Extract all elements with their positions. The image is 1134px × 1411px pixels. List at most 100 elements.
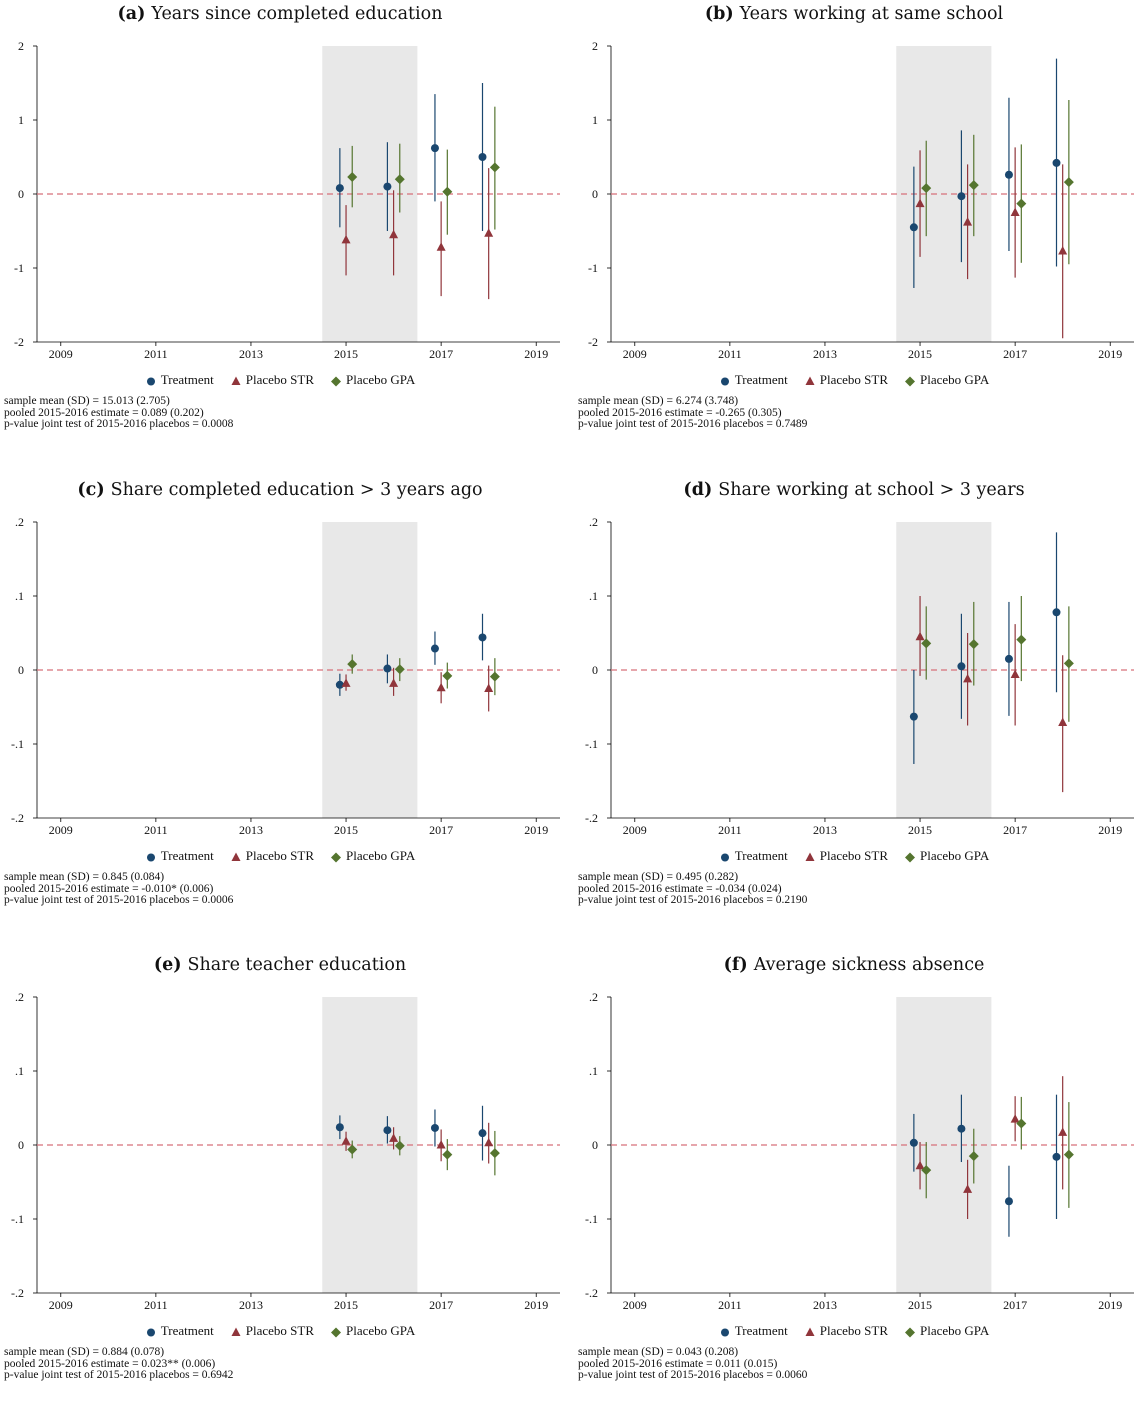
point-estimate [478, 633, 487, 642]
y-tick-label: .1 [15, 589, 24, 603]
legend-marker-icon [805, 852, 815, 862]
x-tick-label: 2017 [1003, 1298, 1027, 1312]
legend: Treatment Placebo STR Placebo GPA [0, 848, 560, 864]
summary-statistic-line: p-value joint test of 2015-2016 placebos… [4, 418, 234, 430]
legend-marker-shape [805, 852, 815, 862]
point-estimate [1063, 658, 1074, 669]
x-tick-label: 2017 [429, 1298, 453, 1312]
legend-marker-shape [331, 852, 341, 863]
x-tick-label: 2015 [908, 1298, 932, 1312]
y-tick-label: .2 [15, 990, 24, 1004]
x-tick-label: 2013 [239, 347, 263, 361]
point-estimate [1016, 198, 1027, 209]
y-tick-label: -1 [14, 261, 24, 275]
x-tick-label: 2009 [623, 347, 647, 361]
point-estimate [1004, 1197, 1013, 1206]
legend-marker-shape [720, 853, 729, 862]
legend-label: Placebo STR [245, 848, 314, 863]
point-estimate [389, 229, 399, 239]
legend-marker-icon [905, 376, 915, 387]
plot-area: -.2 -.1 0 .1 .2 2009 2011 2013 2015 2017 2019 [11, 990, 560, 1312]
legend-marker-shape [805, 1327, 815, 1337]
legend-marker-shape [231, 1327, 241, 1337]
y-tick-label: -.1 [11, 737, 24, 751]
y-tick-label: 2 [18, 39, 24, 53]
summary-statistics: sample mean (SD) = 0.495 (0.282) pooled 2… [578, 871, 807, 907]
y-tick-label: .2 [15, 515, 24, 529]
legend-item: Placebo STR [230, 1323, 314, 1339]
y-tick-label: 0 [18, 1138, 24, 1152]
point-estimate [1052, 608, 1061, 617]
x-tick-label: 2011 [144, 1298, 168, 1312]
legend-label: Treatment [160, 848, 214, 863]
point-estimate [489, 1148, 500, 1159]
summary-statistics: sample mean (SD) = 0.884 (0.078) pooled 2… [4, 1346, 234, 1382]
legend-item: Placebo STR [804, 848, 888, 864]
y-tick-label: -.1 [585, 737, 598, 751]
x-tick-label: 2015 [334, 823, 358, 837]
legend-marker-shape [720, 1328, 729, 1337]
legend-marker-shape [905, 1327, 915, 1338]
point-estimate [1004, 654, 1013, 663]
panel-label: (a) [117, 4, 146, 24]
point-estimate [915, 631, 925, 641]
panel-title-text: Years working at same school [739, 4, 1004, 24]
y-tick-label: -.2 [11, 1286, 24, 1300]
plot-area: -.2 -.1 0 .1 .2 2009 2011 2013 2015 2017 2019 [585, 515, 1134, 837]
point-estimate [1016, 634, 1027, 645]
summary-statistic-line: pooled 2015-2016 estimate = -0.034 (0.02… [578, 882, 782, 895]
legend-marker-icon [905, 852, 915, 863]
summary-statistics: sample mean (SD) = 0.845 (0.084) pooled 2… [4, 871, 234, 907]
plot-area: -2 -1 0 1 2 2009 2011 2013 2015 2017 2019 [14, 39, 560, 361]
legend-marker-icon [331, 376, 341, 387]
legend-marker-icon [231, 852, 241, 862]
legend-label: Placebo STR [819, 372, 888, 387]
panel-label: (f) [723, 955, 748, 975]
legend-marker-icon [720, 853, 729, 862]
y-tick-label: .2 [589, 515, 598, 529]
point-estimate [341, 234, 351, 244]
chart-panel: (a) Years since completed education -2 -1 0 1… [0, 0, 560, 460]
point-estimate [335, 1123, 344, 1132]
summary-statistic-line: p-value joint test of 2015-2016 placebos… [4, 1369, 234, 1381]
x-tick-label: 2013 [813, 1298, 837, 1312]
legend-item: Placebo STR [804, 372, 888, 388]
summary-statistic-line: p-value joint test of 2015-2016 placebos… [4, 894, 234, 906]
y-tick-label: 1 [592, 113, 598, 127]
panel-title-text: Years since completed education [151, 4, 443, 24]
chart-panel: (f) Average sickness absence -.2 -.1 0 .1 .2 20… [574, 951, 1134, 1411]
point-estimate [968, 180, 979, 191]
panel-title: (b) Years working at same school [574, 4, 1134, 24]
x-tick-label: 2009 [623, 1298, 647, 1312]
legend-marker-icon [231, 376, 241, 386]
summary-statistic-line: pooled 2015-2016 estimate = 0.011 (0.015… [578, 1357, 778, 1370]
point-estimate [394, 174, 405, 185]
x-tick-label: 2015 [908, 823, 932, 837]
x-tick-label: 2009 [49, 347, 73, 361]
legend-marker-shape [720, 377, 729, 386]
point-estimate [442, 1149, 453, 1160]
legend-label: Placebo STR [819, 848, 888, 863]
x-tick-label: 2011 [144, 823, 168, 837]
point-estimate [1052, 1152, 1061, 1161]
point-estimate [341, 1136, 351, 1145]
legend-marker-icon [905, 1327, 915, 1338]
point-estimate [484, 228, 494, 237]
point-estimate [478, 153, 487, 161]
y-tick-label: 0 [592, 1138, 598, 1152]
legend-item: Treatment [719, 848, 788, 864]
summary-statistic-line: p-value joint test of 2015-2016 placebos… [578, 418, 808, 430]
panel-title-text: Share completed education > 3 years ago [110, 480, 483, 500]
point-estimate [921, 1165, 932, 1176]
legend-marker-shape [231, 852, 241, 862]
point-estimate [484, 683, 494, 692]
point-estimate [442, 186, 453, 197]
legend-marker-icon [146, 377, 155, 386]
legend-item: Treatment [719, 1323, 788, 1339]
y-tick-label: 1 [18, 113, 24, 127]
point-estimate [478, 1129, 487, 1138]
legend-label: Treatment [734, 848, 788, 863]
panel-title: (a) Years since completed education [0, 4, 560, 24]
point-estimate [436, 1140, 446, 1149]
summary-statistic-line: sample mean (SD) = 0.845 (0.084) [4, 871, 165, 883]
